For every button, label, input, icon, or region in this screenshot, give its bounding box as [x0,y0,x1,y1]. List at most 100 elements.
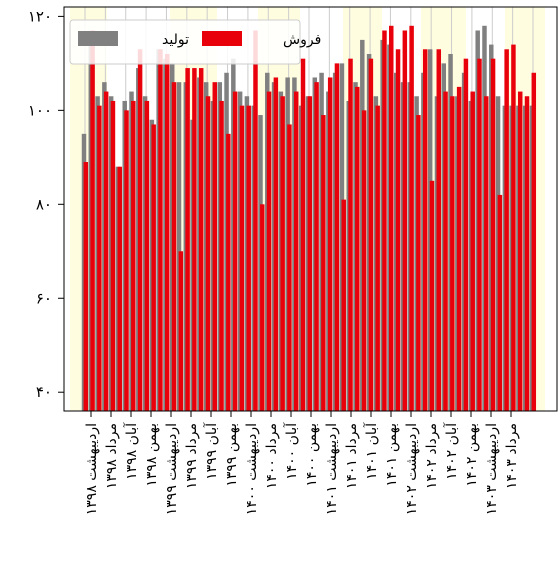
bar-sales [429,180,435,411]
x-tick-label: اردیبهشت ۱۴۰۳ [484,423,500,515]
bar-sales [314,82,319,412]
bar-sales [239,105,245,412]
bar-sales [361,110,367,411]
bar-sales [293,91,299,411]
bar-sales [484,96,489,412]
x-tick-label: آبان ۱۳۹۸ [123,422,140,480]
x-tick-label: مرداد ۱۴۰۱ [344,423,360,489]
bar-sales [511,44,516,412]
bar-sales [137,49,143,412]
legend-box [69,19,301,65]
bar-sales [368,58,374,412]
y-axis: ۴۰ ۶۰ ۸۰ ۱۰۰ ۱۲۰ [28,7,64,401]
legend-label-sales: فروش [283,32,321,48]
bar-sales [185,68,190,412]
bar-sales [389,25,394,411]
bar-sales [395,49,401,412]
y-tick-label: ۶۰ [36,289,52,307]
bar-sales [348,58,353,412]
x-tick-label: بهمن ۱۴۰۱ [384,423,400,487]
bar-sales [280,96,285,412]
bar-sales [422,49,428,412]
bar-sales [327,77,333,411]
x-tick-label: آبان ۱۴۰۰ [283,422,300,480]
bar-sales [490,58,496,412]
bar-sales [416,115,421,411]
x-tick-label: اردیبهشت ۱۳۹۸ [84,423,100,515]
bar-sales [463,58,469,412]
bar-sales [260,204,265,411]
bar-sales [253,30,258,411]
bar-production [176,82,182,412]
x-tick-label: بهمن ۱۳۹۹ [224,423,240,487]
bar-sales [212,82,218,412]
bar-sales [246,105,251,412]
bar-sales [226,133,231,411]
bar-sales [90,30,95,411]
bar-sales [171,82,177,412]
x-tick-label: اردیبهشت ۱۴۰۱ [324,423,340,515]
bar-sales [192,68,197,412]
x-tick-label: اردیبهشت ۱۴۰۰ [244,423,260,515]
legend-swatch-production [78,31,118,46]
bar-sales [497,194,503,411]
bar-sales [151,124,156,411]
bar-sales [382,30,387,411]
bar-sales [110,100,116,411]
y-tick-label: ۴۰ [36,383,52,401]
bar-sales [205,96,211,412]
x-tick-label: مرداد ۱۳۹۹ [184,423,200,489]
bar-sales [355,86,360,411]
bar-sales [409,25,414,411]
bar-sales [321,115,326,411]
x-tick-label: آبان ۱۴۰۲ [443,422,460,480]
bar-sales [402,30,408,411]
bar-sales [266,91,272,411]
x-tick-label: مرداد ۱۴۰۳ [504,423,520,489]
bar-sales [456,86,462,411]
bar-sales [124,110,129,411]
bar-sales [103,91,109,411]
x-tick-label: بهمن ۱۴۰۰ [304,423,320,487]
bar-sales [524,96,530,412]
bar-sales [531,72,537,411]
x-tick-label: مرداد ۱۴۰۰ [264,423,280,489]
bars [81,25,537,412]
x-tick-label: اردیبهشت ۱۳۹۹ [164,423,180,515]
y-tick-label: ۱۲۰ [28,7,52,25]
bar-sales [219,100,224,411]
x-tick-label: مرداد ۱۴۰۲ [424,423,440,489]
bar-sales [287,124,292,411]
bar-sales [375,105,380,412]
bar-sales [165,53,170,411]
bar-sales [273,77,279,411]
bar-sales [436,49,442,412]
legend-label-production: تولید [162,32,189,48]
bar-sales [83,162,89,411]
bar-sales [307,96,313,412]
bar-sales [117,166,122,411]
bar-sales [131,100,136,411]
x-tick-label: مرداد ۱۳۹۸ [104,423,120,489]
x-tick-label: آبان ۱۴۰۱ [363,422,380,480]
bar-sales [158,49,163,412]
x-tick-label: بهمن ۱۴۰۲ [464,423,480,487]
bar-sales [144,100,150,411]
bar-sales [178,251,184,411]
bar-sales [504,49,509,412]
bar-sales [198,68,204,412]
bar-sales [450,96,455,412]
x-tick-label: آبان ۱۳۹۹ [203,422,220,480]
legend: فروش تولید [69,19,321,65]
bar-sales [300,58,306,412]
bar-sales [443,91,448,411]
bar-sales [97,105,102,412]
bar-sales [517,91,523,411]
y-tick-label: ۱۰۰ [28,101,52,119]
bar-sales [232,91,238,411]
legend-swatch-sales [202,31,242,46]
x-tick-label: اردیبهشت ۱۴۰۲ [404,423,420,515]
bar-sales [334,63,340,411]
